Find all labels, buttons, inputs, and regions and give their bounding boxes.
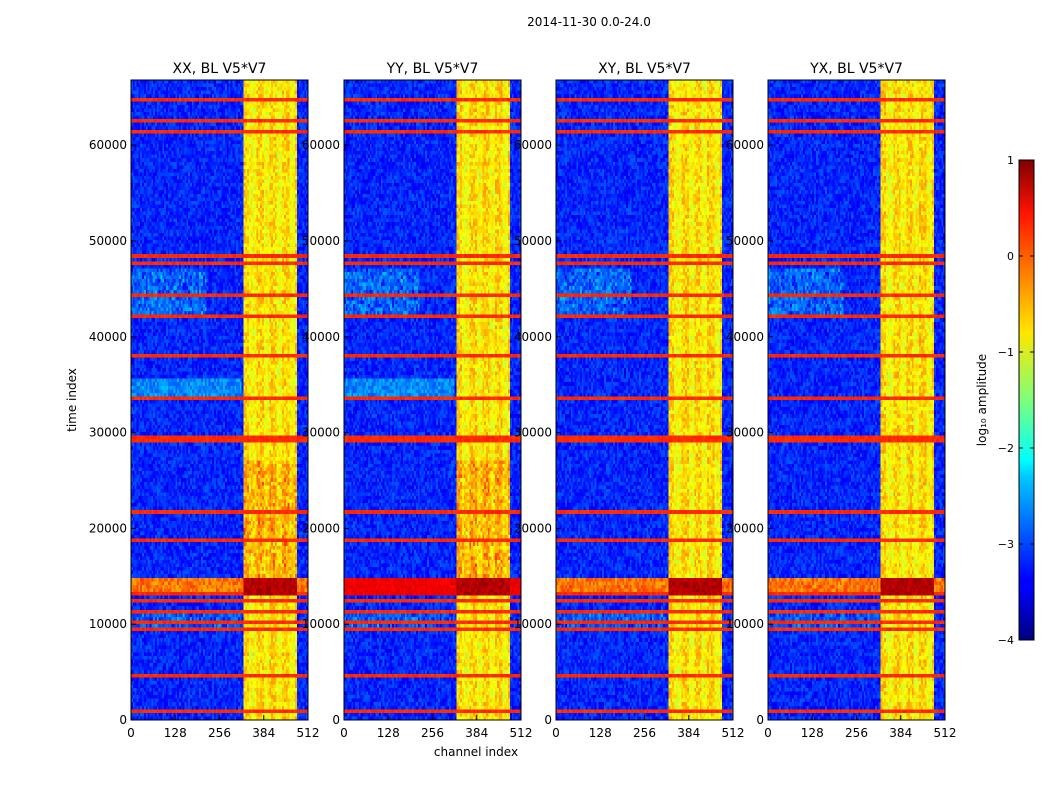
x-tick-label: 0 (764, 726, 772, 740)
colorbar-gradient (1018, 159, 1035, 641)
y-tick-label: 50000 (726, 234, 764, 248)
x-tick-label: 256 (208, 726, 231, 740)
y-tick-label: 10000 (302, 617, 340, 631)
x-tick-label: 128 (164, 726, 187, 740)
y-tick-label: 60000 (514, 138, 552, 152)
heatmap-image (131, 80, 308, 720)
y-tick-label: 60000 (302, 138, 340, 152)
heatmap-image (344, 80, 521, 720)
x-tick-label: 512 (722, 726, 745, 740)
colorbar-tick-label: −2 (998, 442, 1014, 455)
x-tick-label: 0 (127, 726, 135, 740)
x-tick-label: 256 (421, 726, 444, 740)
y-tick-label: 30000 (726, 426, 764, 440)
colorbar-tick-label: −4 (998, 634, 1014, 647)
y-tick-label: 40000 (726, 330, 764, 344)
heatmap-image (768, 80, 945, 720)
heatmap-image (556, 80, 733, 720)
y-tick-label: 0 (544, 713, 552, 727)
panel-title: XY, BL V5*V7 (598, 61, 691, 77)
y-tick-label: 30000 (89, 426, 127, 440)
panel-1: XX, BL V5*V7 0 128 256 384 512 0 10000 20000 3000… (89, 61, 320, 740)
y-tick-label: 40000 (514, 330, 552, 344)
x-tick-label: 0 (340, 726, 348, 740)
y-tick-label: 50000 (514, 234, 552, 248)
x-tick-label: 512 (297, 726, 320, 740)
y-tick-label: 20000 (302, 521, 340, 535)
colorbar-tick-label: 1 (1007, 154, 1014, 167)
y-tick-label: 10000 (89, 617, 127, 631)
colorbar-tick-label: 0 (1007, 250, 1014, 263)
y-axis-label: time index (65, 368, 79, 432)
x-tick-label: 0 (552, 726, 560, 740)
y-tick-label: 0 (332, 713, 340, 727)
panel-2: YY, BL V5*V7 0 128 256 384 512 0 10000 20000 3000… (302, 61, 533, 740)
y-tick-label: 60000 (726, 138, 764, 152)
y-tick-label: 50000 (89, 234, 127, 248)
x-tick-label: 384 (677, 726, 700, 740)
panel-3: XY, BL V5*V7 0 128 256 384 512 0 10000 20000 3000… (514, 61, 745, 740)
colorbar-tick-label: −1 (998, 346, 1014, 359)
x-axis-label: channel index (434, 745, 518, 759)
panel-4: YX, BL V5*V7 0 128 256 384 512 0 10000 20000 3000… (726, 61, 957, 740)
panel-title: YY, BL V5*V7 (386, 61, 479, 77)
y-tick-label: 20000 (89, 521, 127, 535)
y-tick-label: 40000 (302, 330, 340, 344)
x-tick-label: 384 (252, 726, 275, 740)
figure-suptitle: 2014-11-30 0.0-24.0 (527, 15, 651, 29)
y-tick-label: 10000 (726, 617, 764, 631)
x-tick-label: 512 (510, 726, 533, 740)
panel-title: YX, BL V5*V7 (809, 61, 903, 77)
x-tick-label: 128 (377, 726, 400, 740)
x-tick-label: 384 (465, 726, 488, 740)
y-tick-label: 20000 (514, 521, 552, 535)
x-tick-label: 512 (934, 726, 957, 740)
panel-title: XX, BL V5*V7 (173, 61, 267, 77)
y-tick-label: 0 (119, 713, 127, 727)
y-tick-label: 60000 (89, 138, 127, 152)
y-tick-label: 10000 (514, 617, 552, 631)
colorbar-tick-label: −3 (998, 538, 1014, 551)
x-tick-label: 256 (845, 726, 868, 740)
y-tick-label: 50000 (302, 234, 340, 248)
colorbar: log₁₀ amplitude 1 0 −1 −2 −3 −4 (975, 154, 1035, 647)
y-tick-label: 40000 (89, 330, 127, 344)
y-tick-label: 30000 (302, 426, 340, 440)
x-tick-label: 128 (801, 726, 824, 740)
x-tick-label: 128 (589, 726, 612, 740)
x-tick-label: 384 (889, 726, 912, 740)
colorbar-label: log₁₀ amplitude (975, 354, 989, 446)
y-tick-label: 20000 (726, 521, 764, 535)
y-tick-label: 30000 (514, 426, 552, 440)
y-tick-label: 0 (756, 713, 764, 727)
x-tick-label: 256 (633, 726, 656, 740)
